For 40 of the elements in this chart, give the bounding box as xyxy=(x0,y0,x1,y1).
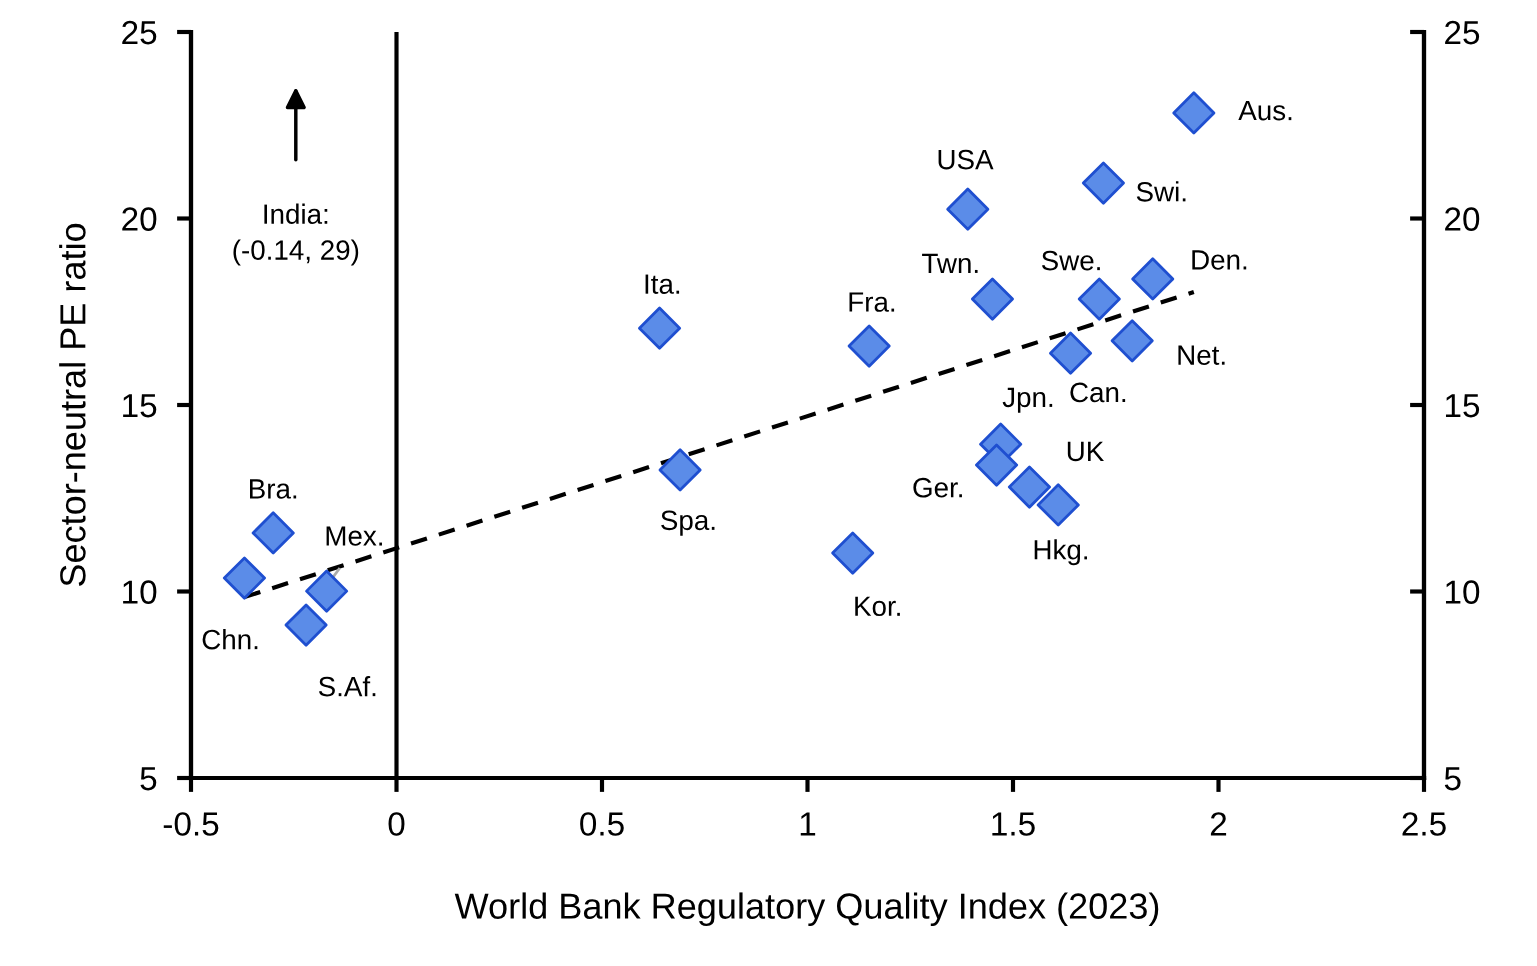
annotation: Ita. xyxy=(645,274,680,294)
annotation: Twn. xyxy=(922,253,978,273)
y2-tick-label: 5 xyxy=(1444,767,1461,791)
x-tick-label: 2.5 xyxy=(1402,812,1446,836)
annotation: India: (-0.14, 29) xyxy=(233,203,359,266)
annotation: Fra. xyxy=(849,292,895,312)
y2-tick-label: 20 xyxy=(1445,207,1480,231)
annotation: Hkg. xyxy=(1034,539,1088,566)
annotation: Chn. xyxy=(202,629,258,650)
annotation: Spa. xyxy=(661,510,715,536)
annotation: Swe. xyxy=(1041,250,1100,271)
annotation: S.Af. xyxy=(318,676,376,697)
annotation: Aus. xyxy=(1238,101,1292,121)
annotation: USA xyxy=(938,149,994,170)
annotation: Can. xyxy=(1070,382,1126,403)
x-axis-title: World Bank Regulatory Quality Index (2023) xyxy=(454,892,1159,927)
annotation: Jpn. xyxy=(1002,387,1053,413)
annotation: Bra. xyxy=(250,479,297,499)
annotation: Kor. xyxy=(855,596,900,617)
x-tick-label: 0.5 xyxy=(580,812,624,836)
annotation: Net. xyxy=(1178,345,1225,365)
annotation: Den. xyxy=(1192,250,1247,270)
y-axis-title: Sector-neutral PE ratio xyxy=(59,223,86,586)
x-tick-label: 1.5 xyxy=(992,812,1035,836)
x-tick-label: 0 xyxy=(388,812,405,836)
y2-tick-label: 15 xyxy=(1445,394,1480,418)
x-tick-label: -0.5 xyxy=(163,812,219,836)
annotation: UK xyxy=(1067,441,1104,462)
y-tick-label: 20 xyxy=(122,207,157,231)
y2-tick-label: 25 xyxy=(1445,20,1480,45)
annotation: Swi. xyxy=(1136,181,1186,202)
y-tick-label: 25 xyxy=(122,20,157,45)
annotation: Ger. xyxy=(913,477,962,498)
y-tick-label: 5 xyxy=(140,767,157,791)
y2-tick-label: 10 xyxy=(1445,580,1480,604)
x-tick-label: 2 xyxy=(1210,812,1227,836)
y-tick-label: 15 xyxy=(123,394,157,418)
annotation: Mex. xyxy=(326,526,382,546)
y-tick-label: 10 xyxy=(123,580,157,604)
x-tick-label: 1 xyxy=(800,812,816,836)
